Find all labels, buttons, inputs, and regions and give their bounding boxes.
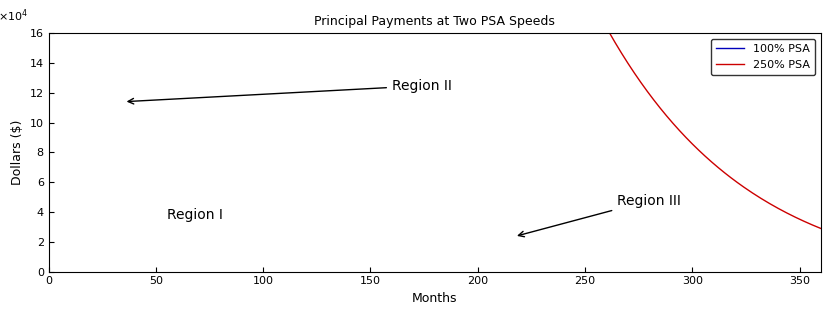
- 250% PSA: [815, 227, 825, 231]
- Text: $\times10^4$: $\times10^4$: [0, 7, 29, 24]
- Text: Region III: Region III: [518, 193, 681, 237]
- Text: Region II: Region II: [128, 79, 452, 104]
- X-axis label: Months: Months: [412, 292, 457, 305]
- Y-axis label: Dollars ($): Dollars ($): [11, 120, 24, 185]
- 250% PSA: [774, 208, 784, 212]
- Legend: 100% PSA, 250% PSA: 100% PSA, 250% PSA: [710, 39, 815, 76]
- Title: Principal Payments at Two PSA Speeds: Principal Payments at Two PSA Speeds: [314, 15, 555, 28]
- Line: 250% PSA: 250% PSA: [50, 0, 820, 229]
- Text: Region I: Region I: [166, 208, 222, 222]
